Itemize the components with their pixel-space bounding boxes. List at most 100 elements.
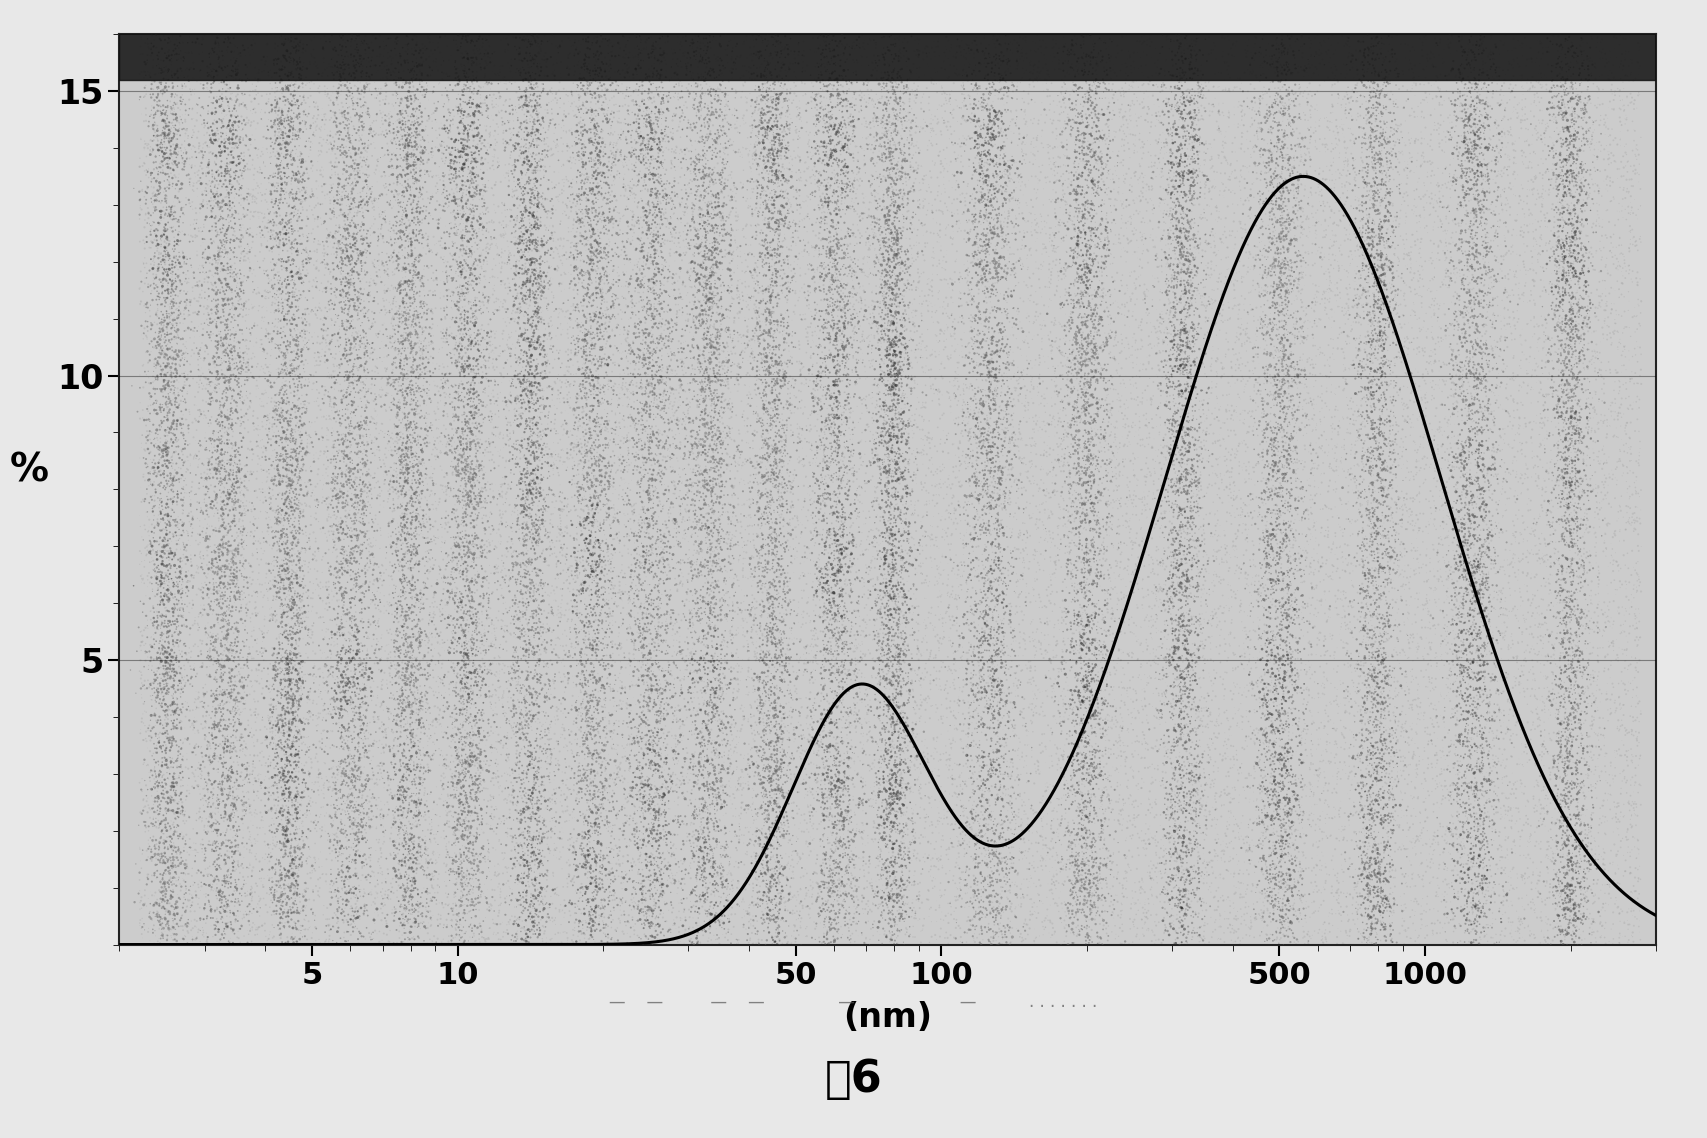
- Point: [1301, 580, 1328, 599]
- Point: [838, 517, 865, 535]
- Point: [312, 946, 340, 964]
- Point: [1485, 58, 1512, 76]
- Point: [1217, 750, 1244, 768]
- Point: [594, 101, 621, 119]
- Point: [406, 855, 434, 873]
- Point: [963, 439, 990, 457]
- Point: [1531, 122, 1558, 140]
- Point: [650, 678, 678, 696]
- Point: [1058, 700, 1086, 718]
- Point: [821, 357, 848, 376]
- Point: [1002, 873, 1029, 891]
- Point: [751, 899, 778, 917]
- Point: [357, 320, 384, 338]
- Point: [1354, 115, 1381, 133]
- Point: [1157, 229, 1185, 247]
- Point: [906, 287, 934, 305]
- Point: [1557, 330, 1584, 348]
- Point: [529, 841, 556, 859]
- Point: [389, 339, 417, 357]
- Point: [550, 688, 577, 707]
- Point: [565, 437, 592, 455]
- Point: [1202, 841, 1229, 859]
- Point: [765, 554, 792, 572]
- Point: [835, 535, 862, 553]
- Point: [879, 553, 906, 571]
- Point: [270, 159, 297, 178]
- Point: [169, 214, 196, 232]
- Point: [1246, 102, 1273, 121]
- Point: [1045, 238, 1072, 256]
- Point: [189, 215, 217, 233]
- Point: [268, 175, 295, 193]
- Point: [218, 607, 246, 625]
- Point: [1458, 387, 1485, 405]
- Point: [196, 82, 224, 100]
- Point: [655, 605, 683, 624]
- Point: [719, 611, 746, 629]
- Point: [461, 608, 488, 626]
- Point: [227, 273, 254, 291]
- Point: [655, 267, 683, 286]
- Point: [480, 839, 507, 857]
- Point: [754, 498, 782, 517]
- Point: [995, 417, 1022, 435]
- Point: [502, 762, 529, 781]
- Point: [894, 530, 922, 549]
- Point: [686, 806, 714, 824]
- Point: [316, 291, 343, 310]
- Point: [698, 931, 725, 949]
- Point: [1548, 191, 1576, 209]
- Point: [1258, 203, 1285, 221]
- Point: [1277, 673, 1304, 691]
- Point: [1270, 748, 1297, 766]
- Point: [859, 668, 886, 686]
- Point: [620, 662, 647, 681]
- Point: [524, 637, 551, 655]
- Point: [302, 99, 329, 117]
- Point: [1077, 432, 1104, 451]
- Point: [1026, 270, 1053, 288]
- Point: [1258, 564, 1285, 583]
- Point: [1086, 461, 1113, 479]
- Point: [1400, 521, 1427, 539]
- Point: [1292, 211, 1320, 229]
- Point: [813, 60, 840, 79]
- Point: [751, 620, 778, 638]
- Point: [1560, 854, 1588, 872]
- Point: [550, 673, 577, 691]
- Point: [1557, 600, 1584, 618]
- Point: [988, 43, 1016, 61]
- Point: [1038, 152, 1065, 171]
- Point: [1343, 199, 1371, 217]
- Point: [341, 485, 369, 503]
- Point: [1572, 883, 1599, 901]
- Point: [1256, 355, 1284, 373]
- Point: [355, 736, 382, 754]
- Point: [1106, 225, 1133, 244]
- Point: [452, 205, 480, 223]
- Point: [222, 325, 249, 344]
- Point: [360, 274, 387, 292]
- Point: [1116, 520, 1144, 538]
- Point: [348, 107, 376, 125]
- Point: [886, 272, 913, 290]
- Point: [765, 684, 792, 702]
- Point: [480, 945, 507, 963]
- Point: [449, 159, 476, 178]
- Point: [1540, 97, 1567, 115]
- Point: [826, 467, 854, 485]
- Point: [288, 774, 316, 792]
- Point: [824, 479, 852, 497]
- Point: [1603, 650, 1630, 668]
- Point: [968, 632, 995, 650]
- Point: [565, 421, 592, 439]
- Point: [862, 163, 889, 181]
- Point: [186, 605, 213, 624]
- Point: [1451, 745, 1478, 764]
- Point: [473, 815, 500, 833]
- Point: [324, 84, 352, 102]
- Point: [577, 670, 604, 688]
- Point: [1272, 769, 1299, 787]
- Point: [292, 921, 319, 939]
